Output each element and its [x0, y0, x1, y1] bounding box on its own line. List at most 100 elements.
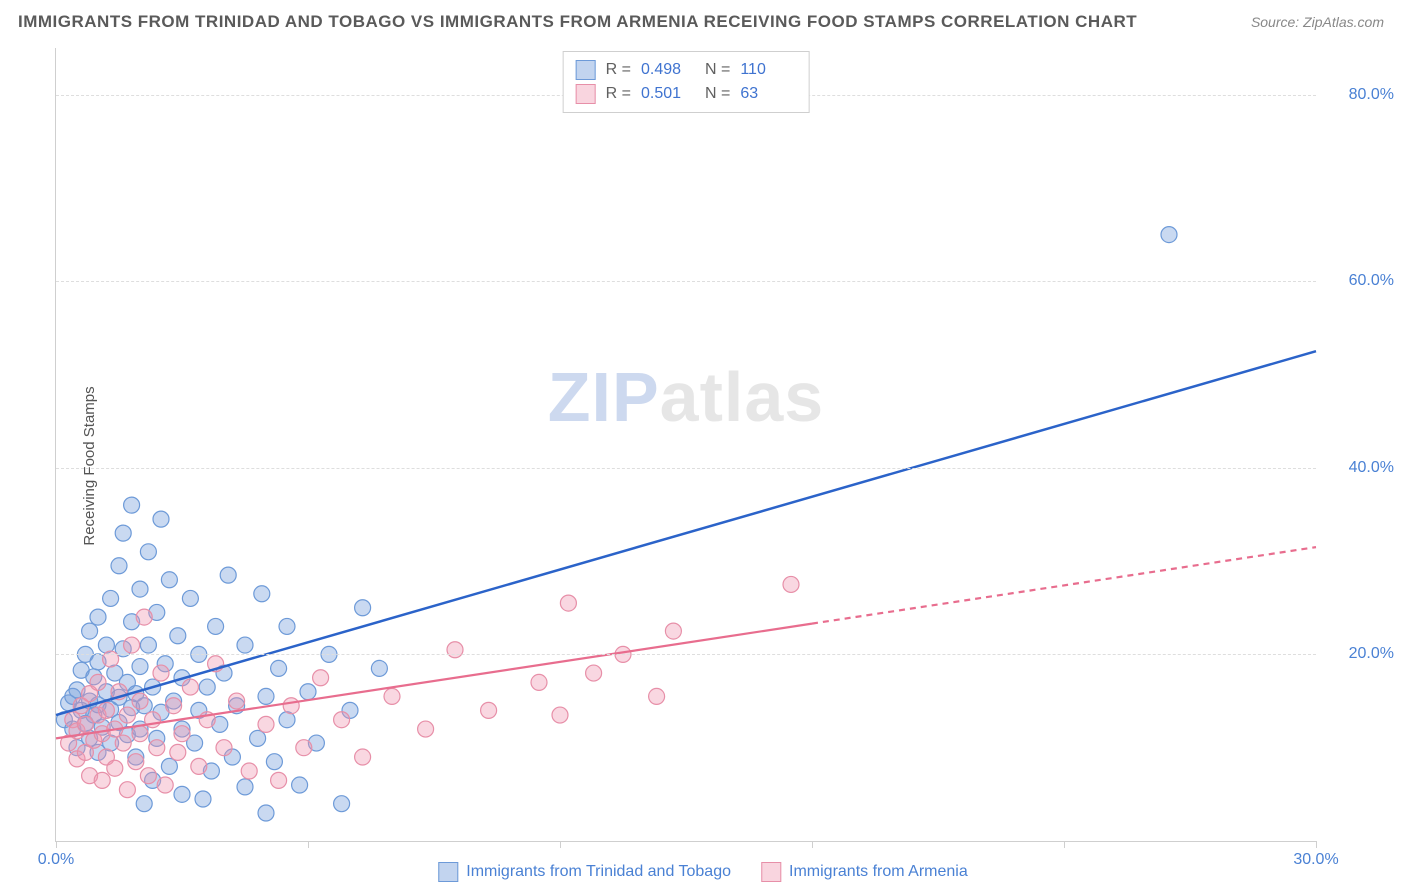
scatter-point [355, 600, 371, 616]
scatter-point [174, 726, 190, 742]
xtick [56, 841, 57, 848]
scatter-point [119, 782, 135, 798]
ytick-label: 80.0% [1349, 86, 1394, 104]
legend-top-row-pink: R = 0.501 N = 63 [576, 82, 795, 106]
scatter-point [531, 674, 547, 690]
scatter-point [313, 670, 329, 686]
scatter-point [140, 544, 156, 560]
r-value-blue: 0.498 [641, 58, 695, 82]
ytick-label: 60.0% [1349, 272, 1394, 290]
xtick [560, 841, 561, 848]
swatch-pink-icon [761, 862, 781, 882]
xtick [1064, 841, 1065, 848]
xtick [308, 841, 309, 848]
scatter-point [170, 744, 186, 760]
scatter-point [237, 637, 253, 653]
r-value-pink: 0.501 [641, 82, 695, 106]
scatter-point [384, 688, 400, 704]
scatter-point [182, 590, 198, 606]
plot-svg [56, 48, 1316, 841]
scatter-point [132, 581, 148, 597]
scatter-point [195, 791, 211, 807]
scatter-point [279, 618, 295, 634]
scatter-point [161, 758, 177, 774]
scatter-point [82, 623, 98, 639]
xtick-label: 30.0% [1293, 851, 1338, 869]
scatter-point [140, 637, 156, 653]
series-name-blue: Immigrants from Trinidad and Tobago [466, 863, 731, 881]
scatter-point [132, 726, 148, 742]
legend-bottom-item-pink: Immigrants from Armenia [761, 862, 968, 882]
scatter-point [111, 558, 127, 574]
scatter-point [783, 576, 799, 592]
n-label: N = [705, 58, 730, 82]
scatter-point [371, 660, 387, 676]
scatter-point [107, 760, 123, 776]
r-label: R = [606, 58, 631, 82]
scatter-point [132, 693, 148, 709]
gridline [56, 468, 1316, 469]
source-label: Source: ZipAtlas.com [1251, 14, 1384, 30]
scatter-point [237, 779, 253, 795]
regression-line-dashed [812, 547, 1316, 624]
scatter-point [208, 618, 224, 634]
scatter-point [115, 525, 131, 541]
scatter-point [241, 763, 257, 779]
scatter-point [182, 679, 198, 695]
scatter-point [170, 628, 186, 644]
scatter-point [103, 590, 119, 606]
scatter-point [258, 716, 274, 732]
scatter-point [132, 659, 148, 675]
scatter-point [119, 707, 135, 723]
regression-line [56, 351, 1316, 715]
scatter-point [229, 693, 245, 709]
scatter-point [649, 688, 665, 704]
scatter-point [586, 665, 602, 681]
swatch-blue-icon [438, 862, 458, 882]
scatter-point [128, 754, 144, 770]
regression-line [56, 624, 812, 739]
scatter-point [481, 702, 497, 718]
gridline [56, 281, 1316, 282]
scatter-point [283, 698, 299, 714]
scatter-point [355, 749, 371, 765]
scatter-point [94, 772, 110, 788]
scatter-point [254, 586, 270, 602]
scatter-point [216, 740, 232, 756]
scatter-point [136, 609, 152, 625]
gridline [56, 654, 1316, 655]
scatter-point [157, 777, 173, 793]
n-value-blue: 110 [740, 58, 794, 82]
scatter-point [149, 740, 165, 756]
plot-area: ZIPatlas R = 0.498 N = 110 R = 0.501 N =… [55, 48, 1316, 842]
scatter-point [199, 679, 215, 695]
scatter-point [174, 786, 190, 802]
scatter-point [161, 572, 177, 588]
scatter-point [334, 712, 350, 728]
scatter-point [1161, 227, 1177, 243]
scatter-point [250, 730, 266, 746]
xtick [1316, 841, 1317, 848]
scatter-point [90, 674, 106, 690]
scatter-point [266, 754, 282, 770]
scatter-point [153, 665, 169, 681]
scatter-point [665, 623, 681, 639]
n-value-pink: 63 [740, 82, 794, 106]
scatter-point [334, 796, 350, 812]
scatter-point [191, 758, 207, 774]
xtick-label: 0.0% [38, 851, 74, 869]
swatch-pink-icon [576, 84, 596, 104]
chart-container: Receiving Food Stamps ZIPatlas R = 0.498… [0, 40, 1406, 892]
scatter-point [136, 796, 152, 812]
scatter-point [271, 660, 287, 676]
chart-title: IMMIGRANTS FROM TRINIDAD AND TOBAGO VS I… [18, 12, 1137, 32]
n-label: N = [705, 82, 730, 106]
legend-top-row-blue: R = 0.498 N = 110 [576, 58, 795, 82]
xtick [812, 841, 813, 848]
scatter-point [258, 688, 274, 704]
scatter-point [115, 735, 131, 751]
scatter-point [124, 497, 140, 513]
scatter-point [166, 698, 182, 714]
scatter-point [220, 567, 236, 583]
legend-bottom: Immigrants from Trinidad and Tobago Immi… [438, 862, 967, 882]
